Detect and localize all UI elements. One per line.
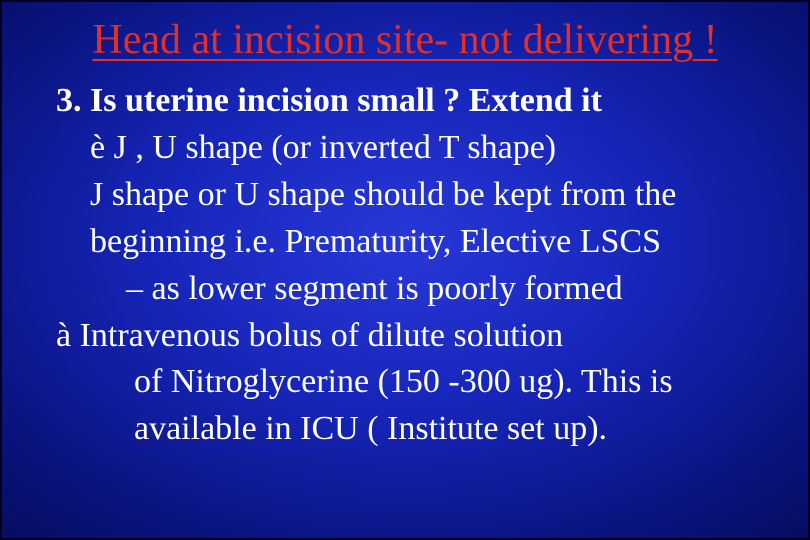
slide-container: Head at incision site- not delivering ! … — [0, 0, 810, 540]
body-line-4: – as lower segment is poorly formed — [56, 266, 778, 313]
slide-body: 3. Is uterine incision small ? Extend it… — [2, 66, 808, 453]
body-line-1: è J , U shape (or inverted T shape) — [56, 125, 778, 172]
question-line: 3. Is uterine incision small ? Extend it — [56, 78, 778, 125]
body-line-5: à Intravenous bolus of dilute solution — [56, 313, 778, 360]
body-line-7: available in ICU ( Institute set up). — [56, 406, 778, 453]
slide-title: Head at incision site- not delivering ! — [2, 2, 808, 66]
body-line-2: J shape or U shape should be kept from t… — [56, 172, 778, 219]
body-line-3: beginning i.e. Prematurity, Elective LSC… — [56, 219, 778, 266]
body-line-6: of Nitroglycerine (150 -300 ug). This is — [56, 359, 778, 406]
